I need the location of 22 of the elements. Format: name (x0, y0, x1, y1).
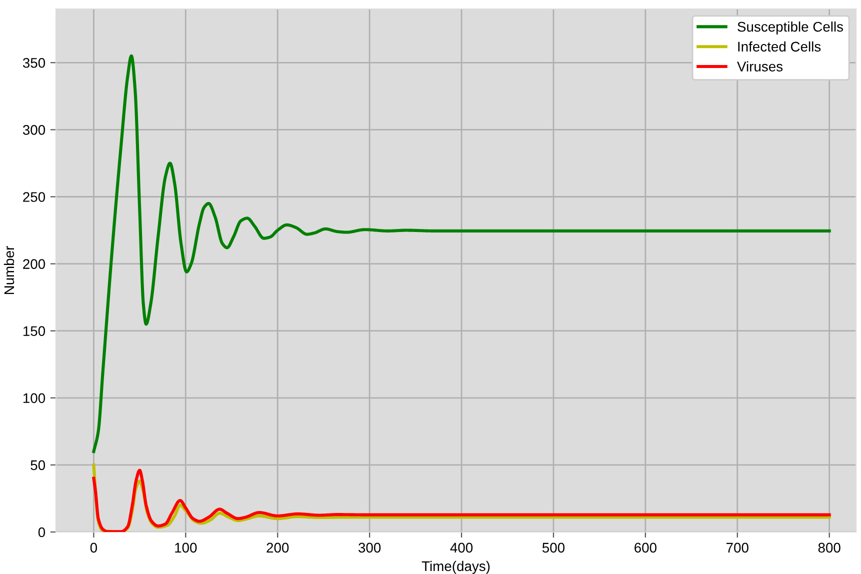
x-tick-label: 700 (726, 542, 748, 553)
x-axis-title: Time(days) (422, 560, 490, 574)
x-tick-label: 800 (818, 542, 840, 553)
y-axis-title: Number (4, 246, 14, 294)
y-tick-label: 350 (22, 58, 46, 68)
x-tick-label: 0 (90, 542, 98, 553)
y-tick-label: 100 (23, 393, 46, 404)
x-tick-label: 100 (175, 542, 197, 553)
x-tick-label: 500 (542, 542, 565, 553)
legend-label: Infected Cells (738, 41, 821, 52)
y-tick-label: 200 (23, 259, 46, 269)
x-tick-label: 300 (358, 542, 381, 553)
y-tick-label: 0 (38, 527, 46, 538)
x-tick-label: 600 (634, 542, 656, 553)
legend-label: Viruses (737, 61, 783, 72)
y-tick-label: 150 (23, 326, 46, 336)
x-tick-label: 400 (450, 542, 473, 553)
y-tick-label: 250 (23, 192, 46, 202)
x-tick-label: 200 (266, 542, 289, 553)
legend-label: Susceptible Cells (738, 22, 843, 34)
y-tick-label: 300 (22, 125, 46, 135)
y-tick-label: 50 (30, 460, 46, 470)
